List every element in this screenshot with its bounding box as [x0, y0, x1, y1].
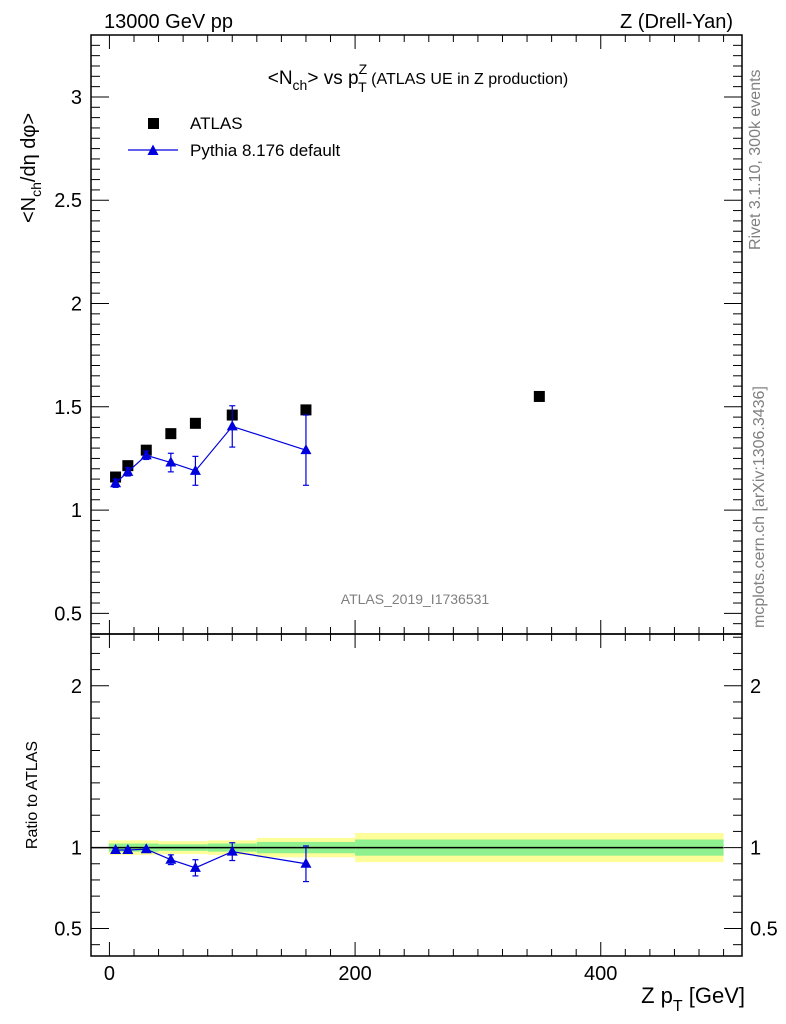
- analysis-watermark: ATLAS_2019_I1736531: [341, 591, 490, 607]
- main-y-tick-label: 1: [71, 500, 82, 522]
- atlas-point: [533, 390, 545, 402]
- legend-pythia-label: Pythia 8.176 default: [190, 141, 341, 160]
- ratio-frame: [90, 633, 743, 957]
- atlas-point: [300, 404, 312, 416]
- ratio-y-tick-label-right: 1: [750, 838, 761, 860]
- ratio-pythia-point: [165, 853, 177, 864]
- ratio-pythia-point: [300, 857, 312, 868]
- pythia-point: [226, 420, 238, 431]
- pythia-point: [189, 464, 201, 475]
- atlas-point: [110, 471, 122, 483]
- main-data: [110, 390, 545, 488]
- legend-atlas-marker: [148, 118, 159, 129]
- pythia-point: [140, 449, 152, 460]
- legend-pythia-marker: [147, 144, 159, 155]
- ratio-pythia-point: [140, 843, 152, 854]
- pythia-point: [300, 444, 312, 455]
- ratio-pythia-point: [122, 844, 134, 855]
- ratio-data: [110, 842, 312, 883]
- header-left: 13000 GeV pp: [104, 11, 233, 33]
- ratio-y-tick-label-right: 0.5: [750, 918, 778, 940]
- main-y-tick-label: 1.5: [54, 397, 82, 419]
- main-y-tick-label: 0.5: [54, 603, 82, 625]
- mcplots-label: mcplots.cern.ch [arXiv:1306.3436]: [751, 386, 768, 628]
- x-tick-label: 400: [584, 963, 617, 985]
- pythia-point: [122, 465, 134, 476]
- ratio-ylabel: Ratio to ATLAS: [24, 741, 41, 849]
- ratio-pythia-point: [110, 844, 122, 855]
- axes: 0 200 400 0.5 1 1.5 2 2.5 3 0.5 0.5 1 1 2 2: [54, 34, 778, 985]
- ratio-y-tick-label: 1: [71, 838, 82, 860]
- ratio-y-tick-label-right: 2: [750, 676, 761, 698]
- main-frame: [90, 34, 743, 635]
- ratio-pythia-point: [189, 861, 201, 872]
- ratio-uncertainty-bands: [91, 833, 724, 863]
- header-right: Z (Drell-Yan): [620, 11, 733, 33]
- main-y-tick-label: 3: [71, 87, 82, 109]
- x-tick-label: 200: [338, 963, 371, 985]
- main-title: <Nch> vs pZ T (ATLAS UE in Z production): [268, 61, 569, 95]
- main-ylabel: <Nch/dη dφ>: [18, 113, 44, 223]
- rivet-label: Rivet 3.1.10, 300k events: [747, 69, 764, 250]
- x-tick-label: 0: [104, 963, 115, 985]
- x-axis-label: Z pT [GeV]: [641, 983, 745, 1015]
- main-y-tick-label: 2.5: [54, 190, 82, 212]
- ratio-y-tick-label: 2: [71, 676, 82, 698]
- atlas-point: [165, 428, 177, 440]
- ratio-pythia-point: [226, 845, 238, 856]
- legend: ATLAS Pythia 8.176 default: [128, 114, 341, 160]
- main-y-tick-label: 2: [71, 294, 82, 316]
- atlas-point: [189, 417, 201, 429]
- pythia-point: [165, 456, 177, 467]
- legend-atlas-label: ATLAS: [190, 114, 243, 133]
- pythia-point: [110, 477, 122, 488]
- ratio-y-tick-label: 0.5: [54, 918, 82, 940]
- atlas-point: [122, 460, 134, 472]
